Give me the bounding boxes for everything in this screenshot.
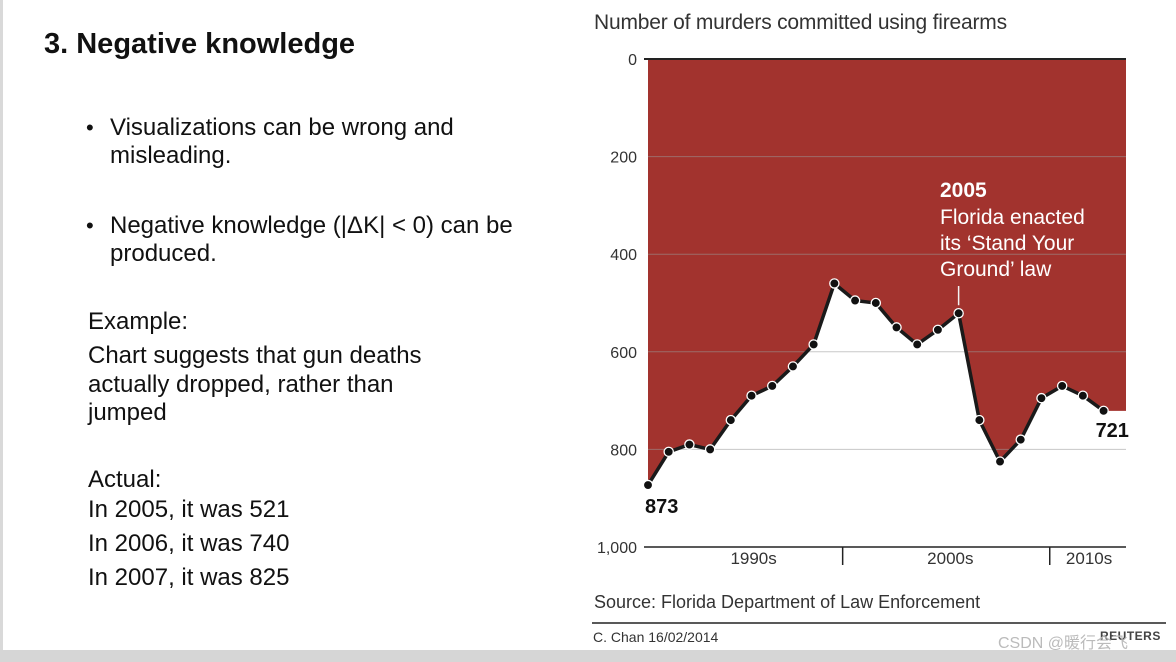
bullet-dot: • <box>86 115 94 140</box>
data-point <box>642 479 654 491</box>
data-point <box>994 456 1006 467</box>
actual-label: Actual: <box>88 466 162 493</box>
event-text-line: Florida enacted <box>940 206 1085 229</box>
chart-source: Source: Florida Department of Law Enforc… <box>594 592 981 612</box>
decade-label: 2000s <box>927 549 973 568</box>
data-point <box>725 414 737 426</box>
data-point <box>808 339 819 350</box>
y-tick-label: 800 <box>610 442 637 459</box>
area-fill <box>648 59 1126 486</box>
decade-label: 2010s <box>1066 549 1112 568</box>
data-point <box>974 414 985 426</box>
csdn-watermark: CSDN @暖行会飞 <box>998 635 1129 652</box>
end-value-label: 721 <box>1096 420 1129 442</box>
decade-label: 1990s <box>730 549 776 568</box>
event-text-line: Ground’ law <box>940 258 1052 281</box>
data-point <box>829 278 840 289</box>
data-point <box>684 439 695 450</box>
slide-title: 3. Negative knowledge <box>44 28 356 60</box>
data-point <box>911 339 923 350</box>
bullet-item: • Negative knowledge (|ΔK| < 0) can be pr… <box>86 212 526 268</box>
event-year-label: 2005 <box>940 179 987 202</box>
reuters-logo: REUTERS <box>1100 629 1161 643</box>
y-tick-label: 600 <box>610 345 637 362</box>
data-point <box>891 322 902 333</box>
example-label: Example: <box>88 308 189 335</box>
data-point <box>1056 380 1068 392</box>
chart-credit: C. Chan 16/02/2014 <box>593 629 719 645</box>
data-point <box>953 307 964 319</box>
y-tick-label: 0 <box>628 52 637 69</box>
data-point <box>746 390 757 401</box>
y-tick-label: 400 <box>610 247 637 264</box>
data-point <box>704 444 716 455</box>
chart-title: Number of murders committed using firear… <box>594 11 1007 34</box>
data-point <box>1077 390 1089 401</box>
event-text-line: its ‘Stand Your <box>940 232 1074 255</box>
data-point <box>870 297 882 309</box>
data-point <box>1098 405 1109 417</box>
y-tick-label: 1,000 <box>597 540 637 557</box>
bullet-text: Negative knowledge (|ΔK| < 0) can be pro… <box>110 212 513 267</box>
data-point <box>1015 434 1026 445</box>
bottom-bar <box>0 650 1176 662</box>
data-point <box>932 324 944 336</box>
actual-line: In 2005, it was 521 <box>88 496 290 523</box>
bullet-list: • Visualizations can be wrong and mislead… <box>86 114 526 310</box>
bullet-item: • Visualizations can be wrong and mislead… <box>86 114 526 170</box>
data-point <box>787 361 799 372</box>
start-value-label: 873 <box>645 496 678 518</box>
slide-edge <box>0 0 3 650</box>
data-point <box>1036 392 1047 404</box>
data-point <box>663 446 674 458</box>
example-text: Chart suggests that gun deaths actually … <box>88 342 422 426</box>
data-point <box>766 380 778 392</box>
y-tick-label: 200 <box>610 150 637 167</box>
actual-line: In 2006, it was 740 <box>88 530 290 557</box>
bullet-dot: • <box>86 213 94 238</box>
data-point <box>849 295 861 306</box>
actual-line: In 2007, it was 825 <box>88 564 290 591</box>
bullet-text: Visualizations can be wrong and misleadi… <box>110 114 454 169</box>
